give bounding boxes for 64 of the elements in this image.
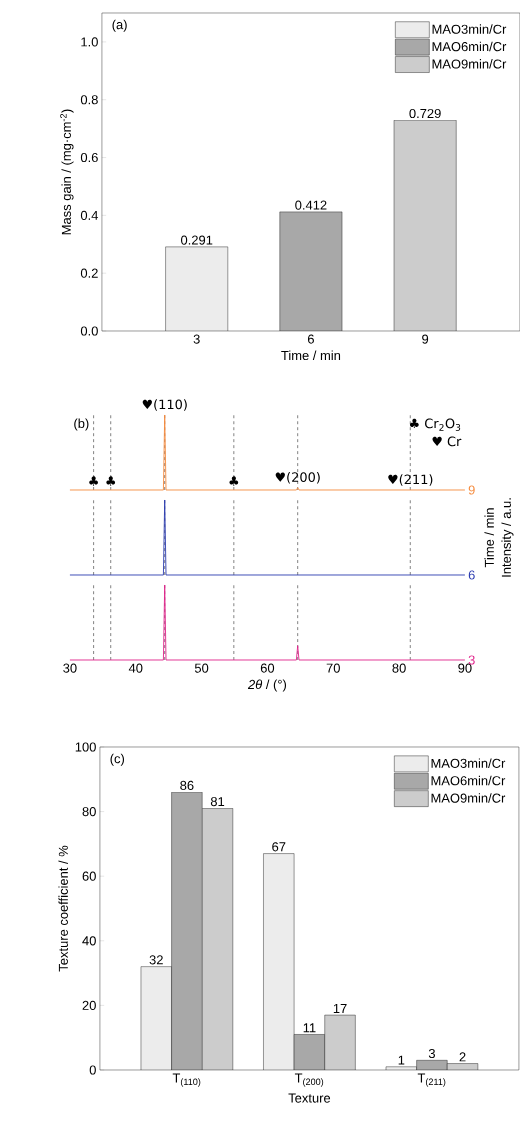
x-tick-label: T$_{(110)}$ xyxy=(172,1073,201,1087)
ref-line-label: ♣ xyxy=(106,476,116,486)
data-label: 67 xyxy=(272,842,286,852)
data-label: 86 xyxy=(180,780,194,791)
series-label: 6 xyxy=(468,570,475,580)
x-axis-title: Texture xyxy=(288,1093,331,1103)
annotation: ♥ Cr xyxy=(432,436,462,447)
data-label: 81 xyxy=(210,797,225,807)
y-tick-label: 1.0 xyxy=(81,37,98,47)
data-label: 0.291 xyxy=(181,235,213,245)
annotation: (c) xyxy=(110,753,125,766)
data-label: 1 xyxy=(398,1055,405,1065)
ref-line-label: ♥(110) xyxy=(142,399,187,411)
legend-label: MAO3min/Cr xyxy=(431,758,506,768)
data-label: 0.412 xyxy=(295,200,327,210)
y-axis-title: Texture coefficient / % xyxy=(58,845,68,972)
ref-line-label: ♥(200) xyxy=(275,472,320,484)
y-tick-label: 20 xyxy=(82,1000,96,1010)
data-label: 2 xyxy=(459,1052,466,1062)
y-tick-label: 80 xyxy=(82,807,96,817)
ref-line-label: ♣ xyxy=(89,476,99,486)
ref-line-label: ♥(211) xyxy=(388,474,433,486)
x-tick-label: 70 xyxy=(326,663,340,673)
legend-label: MAO9min/Cr xyxy=(431,793,506,803)
y-tick-label: 0.8 xyxy=(80,95,98,105)
x-tick-label: 80 xyxy=(392,663,406,673)
data-label: 32 xyxy=(149,955,163,965)
y-tick-label: 0 xyxy=(89,1065,96,1075)
x-axis-title: Time / min xyxy=(281,350,341,361)
x-axis-title: 2θ / (°) xyxy=(247,679,287,692)
legend-label: MAO6min/Cr xyxy=(431,775,506,786)
y-tick-label: 0.2 xyxy=(80,268,98,278)
y-tick-label: 0.0 xyxy=(80,326,98,336)
x-tick-label: 9 xyxy=(422,334,429,344)
legend-label: MAO3min/Cr xyxy=(432,24,507,34)
y-tick-label: 0.6 xyxy=(80,152,98,163)
annotation: (a) xyxy=(112,19,127,32)
y-axis-title: Mass gain / (mg·cm$^{-2}$) xyxy=(60,109,74,235)
annotation: ♣ Cr$_{2}$O$_{3}$ xyxy=(410,418,461,431)
series-label: 3 xyxy=(468,655,475,665)
legend-label: MAO6min/Cr xyxy=(432,41,507,52)
x-tick-label: 6 xyxy=(308,334,314,344)
data-label: 17 xyxy=(333,1003,347,1013)
y-axis-title: Intensity / a.u. xyxy=(501,498,514,577)
x-tick-label: 60 xyxy=(260,663,275,673)
ref-line-label: ♣ xyxy=(229,476,239,486)
x-tick-label: 30 xyxy=(63,663,77,673)
y-tick-label: 100 xyxy=(75,742,96,752)
x-tick-label: 90 xyxy=(458,663,472,673)
y-tick-label: 40 xyxy=(82,936,96,946)
y-tick-label: 60 xyxy=(82,871,96,881)
annotation: (b) xyxy=(74,418,89,431)
series-label: 9 xyxy=(468,485,475,495)
data-label: 0.729 xyxy=(409,108,441,119)
x-tick-label: T$_{(200)}$ xyxy=(294,1073,324,1087)
text: Time / min xyxy=(484,508,494,568)
legend-label: MAO9min/Cr xyxy=(432,59,507,69)
y-tick-label: 0.4 xyxy=(80,210,99,220)
x-tick-label: T$_{(211)}$ xyxy=(417,1073,446,1087)
x-tick-label: 3 xyxy=(193,334,200,344)
data-label: 3 xyxy=(428,1048,436,1059)
x-tick-label: 40 xyxy=(128,663,143,673)
x-tick-label: 50 xyxy=(194,663,209,673)
data-label: 11 xyxy=(303,1023,316,1033)
